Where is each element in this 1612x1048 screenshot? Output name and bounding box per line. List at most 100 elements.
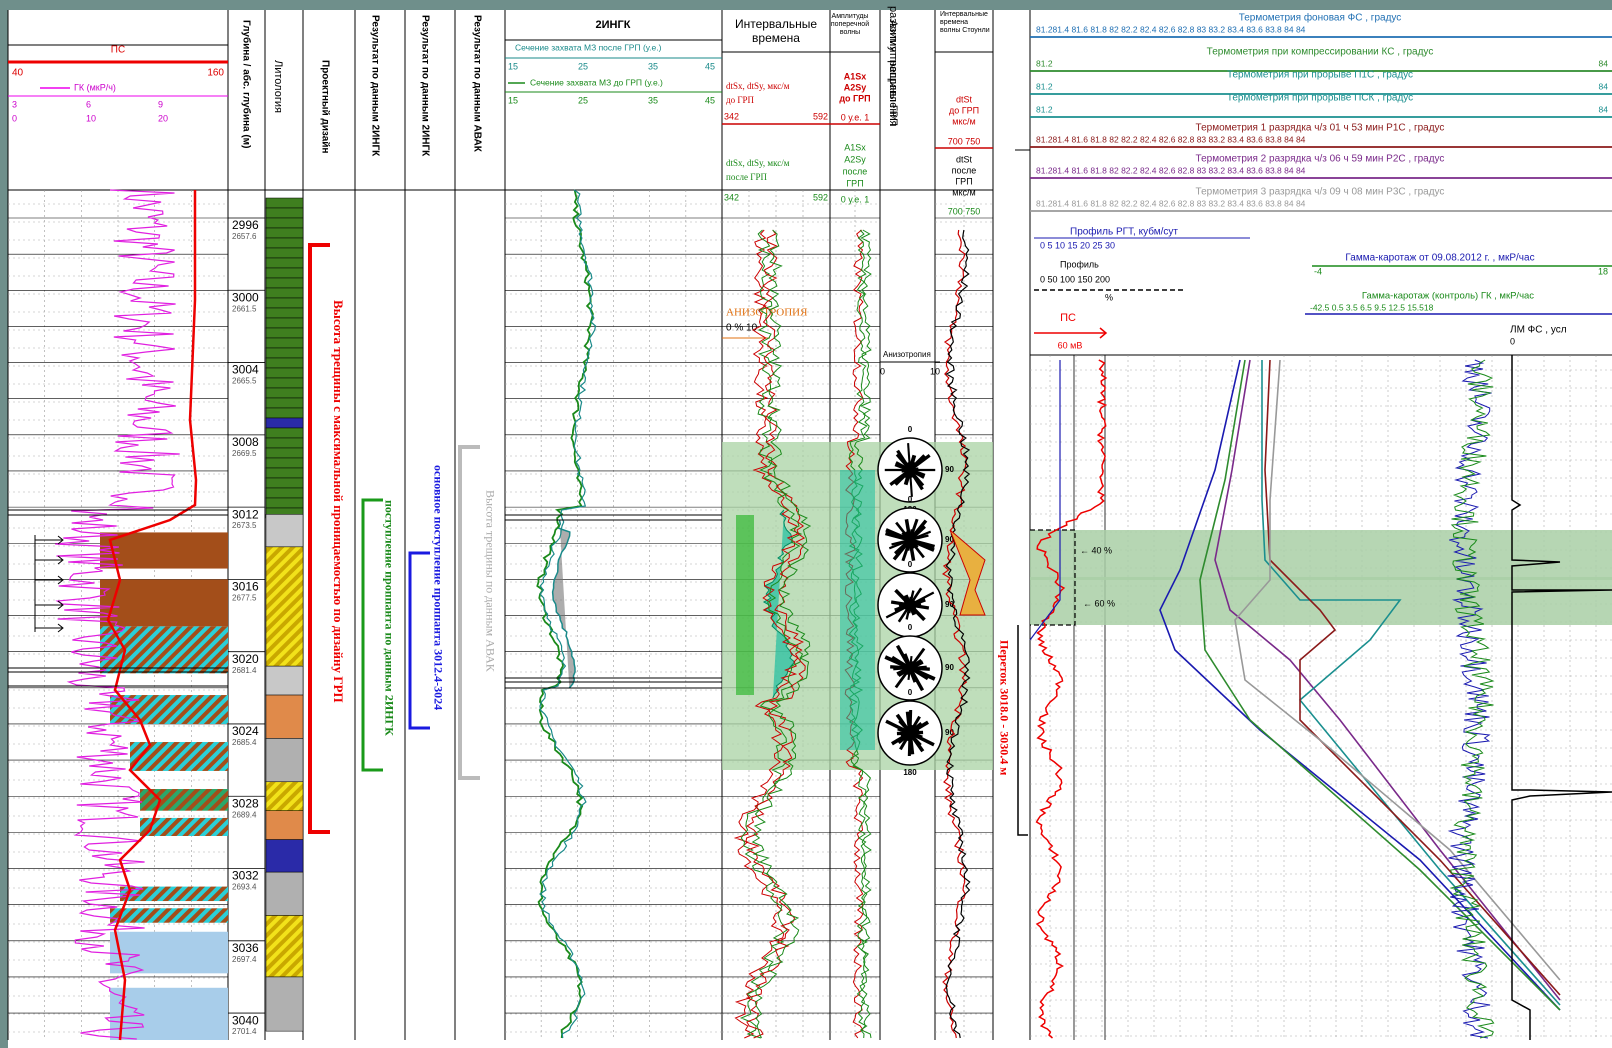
label: Результат по данным АВАК	[471, 15, 482, 153]
label: Результат по данным 2ИНГК	[369, 15, 380, 157]
lithology-cell	[265, 417, 304, 429]
label: ГК (мкР/ч)	[74, 82, 116, 92]
dts-curve	[739, 229, 804, 1039]
depth-label: 3008	[232, 435, 259, 449]
label: 0	[908, 425, 913, 434]
arrowhead	[57, 555, 64, 565]
label: Термометрия при компрессировании КС , гр…	[1207, 47, 1434, 58]
depth-tvd: 2685.4	[232, 738, 257, 747]
lithology-band	[265, 546, 304, 667]
label: 81.2	[1036, 58, 1053, 68]
stoneley-curve	[942, 229, 968, 1039]
lithology-band	[265, 738, 304, 783]
label: 0 50 100 150 200	[1040, 274, 1110, 284]
layer-fill	[100, 532, 228, 569]
lithology-band	[265, 871, 304, 916]
proppant-bracket	[408, 551, 430, 730]
label: 0 у.е. 1	[841, 112, 870, 122]
label: 81.281.4 81.6 81.8 82 82.2 82.4 82.6 82.…	[1036, 165, 1306, 175]
label: 25	[578, 95, 588, 105]
design-bracket	[308, 243, 330, 834]
crossflow-bracket	[1017, 625, 1028, 836]
lithology-cell	[265, 497, 304, 509]
label: 18	[1598, 266, 1608, 276]
label: Сечение захвата МЗ после ГРП (у.е.)	[515, 42, 662, 52]
lithology-cell	[265, 227, 304, 239]
label: ГРП	[955, 176, 972, 186]
label: 0	[908, 688, 913, 697]
rose-petal	[888, 530, 932, 550]
rose-petal	[894, 454, 926, 486]
lithology-cell	[265, 237, 304, 249]
label: 81.281.4 81.6 81.8 82 82.2 82.4 82.6 82.…	[1036, 134, 1306, 144]
label: 0 5 10 15 20 25 30	[1040, 240, 1115, 250]
label: Азимут направления	[887, 20, 899, 127]
layer-fill	[140, 817, 228, 836]
label: до ГРП	[726, 95, 755, 105]
label: основное поступление проппанта 3012.4-30…	[431, 465, 445, 710]
depth-label: 3000	[232, 290, 259, 304]
arrowhead	[57, 575, 64, 585]
lithology-cell	[265, 457, 304, 469]
label: 0	[1510, 336, 1515, 346]
arrowhead	[57, 600, 64, 610]
temperature-curve	[1199, 359, 1561, 1011]
label: Интервальные	[940, 11, 988, 18]
depth-tvd: 2669.5	[232, 449, 257, 458]
lithology-cell	[265, 477, 304, 489]
layer-fill	[140, 789, 228, 811]
label: 90	[945, 663, 954, 672]
arrowhead	[1099, 327, 1108, 339]
lithology-cell	[265, 257, 304, 269]
label: ← 40 %	[1080, 545, 1112, 555]
label: 81.281.4 81.6 81.8 82 82.2 82.4 82.6 82.…	[1036, 24, 1306, 34]
lm-curve	[1511, 355, 1612, 1040]
label: 90	[945, 600, 954, 609]
depth-tvd: 2677.5	[232, 594, 257, 603]
label: 84	[1599, 58, 1609, 68]
lithology-band	[265, 665, 304, 696]
dts-curve	[751, 229, 812, 1039]
avak-bracket	[458, 445, 480, 780]
label: 0	[880, 366, 885, 376]
label: Высота трещины по данным АВАК	[483, 490, 497, 673]
label: 10	[930, 366, 940, 376]
label: dtSx, dtSy, мкс/м	[726, 81, 790, 91]
layer-fill	[120, 886, 228, 902]
lithology-cell	[265, 197, 304, 209]
lithology-cell	[265, 377, 304, 389]
ps-curve	[106, 190, 198, 1041]
depth-label: 3028	[232, 796, 259, 810]
depth-label: 3016	[232, 580, 259, 594]
label: A1Sx	[844, 71, 867, 81]
lithology-cell	[265, 217, 304, 229]
depth-label: 3004	[232, 363, 259, 377]
label: ЛМ ФС , усл	[1510, 325, 1567, 336]
label: времена	[940, 19, 968, 26]
ingk-bracket	[361, 498, 383, 772]
depth-tvd: 2689.4	[232, 810, 257, 819]
label: 81.2	[1036, 81, 1053, 91]
label: 60 мВ	[1058, 340, 1083, 350]
lithology-cell	[265, 247, 304, 259]
lithology-cell	[265, 357, 304, 369]
label: A2Sy	[844, 82, 867, 92]
lithology-cell	[265, 367, 304, 379]
label: dtSt	[956, 94, 973, 104]
lithology-cell	[265, 447, 304, 459]
lithology-cell	[265, 467, 304, 479]
label: Высота трещины с максимальной проницаемо…	[331, 300, 346, 703]
label: Анизотропия	[883, 350, 931, 359]
lithology-cell	[265, 267, 304, 279]
depth-tvd: 2657.6	[232, 232, 257, 241]
label: 0	[12, 113, 17, 123]
label: 0	[908, 623, 913, 632]
lithology-band	[265, 514, 304, 548]
label: поступление проппанта по данным 2ИНГК	[382, 500, 396, 736]
label: 45	[705, 95, 715, 105]
depth-label: 3032	[232, 869, 259, 883]
label: Амплитуды	[832, 13, 869, 20]
lithology-cell	[265, 277, 304, 289]
lithology-cell	[265, 387, 304, 399]
